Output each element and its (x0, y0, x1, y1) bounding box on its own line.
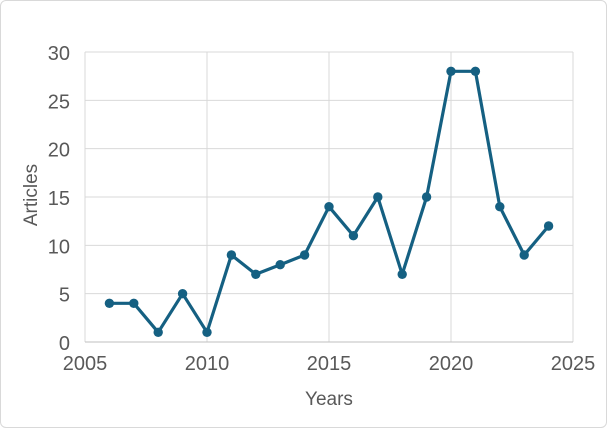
x-tick-label-2005: 2005 (63, 353, 108, 375)
data-point-2018 (397, 269, 407, 279)
y-tick-label-20: 20 (48, 140, 70, 162)
data-point-2007 (129, 298, 139, 308)
data-point-2021 (470, 66, 481, 77)
y-tick-label-10: 10 (48, 236, 70, 258)
data-point-2008 (153, 327, 163, 337)
data-point-2017 (373, 192, 383, 202)
data-point-2015 (324, 202, 334, 212)
x-tick-label-2020: 2020 (429, 353, 474, 375)
data-point-2024 (543, 221, 554, 231)
data-point-2009 (177, 289, 188, 299)
data-point-2010 (202, 327, 212, 337)
data-point-2014 (299, 250, 310, 260)
gridlines (84, 51, 574, 343)
y-tick-label-5: 5 (59, 285, 70, 307)
data-point-2020 (446, 66, 456, 77)
data-point-2023 (519, 250, 529, 260)
x-tick-label-2015: 2015 (307, 353, 352, 375)
x-axis-title: Years (305, 389, 353, 410)
y-tick-label-0: 0 (59, 333, 70, 355)
y-tick-label-15: 15 (48, 188, 70, 210)
data-point-2012 (251, 269, 261, 279)
y-tick-label-30: 30 (48, 43, 70, 65)
line-series (104, 66, 554, 337)
data-point-2019 (421, 192, 432, 202)
y-axis-title: Articles (21, 164, 42, 226)
data-point-2011 (226, 250, 237, 260)
x-tick-label-2025: 2025 (551, 353, 596, 375)
data-point-2013 (275, 260, 285, 270)
data-point-2016 (348, 231, 359, 241)
y-tick-label-25: 25 (48, 91, 70, 113)
data-point-2022 (495, 202, 505, 212)
x-tick-label-2010: 2010 (185, 353, 230, 375)
data-point-2006 (104, 298, 115, 308)
